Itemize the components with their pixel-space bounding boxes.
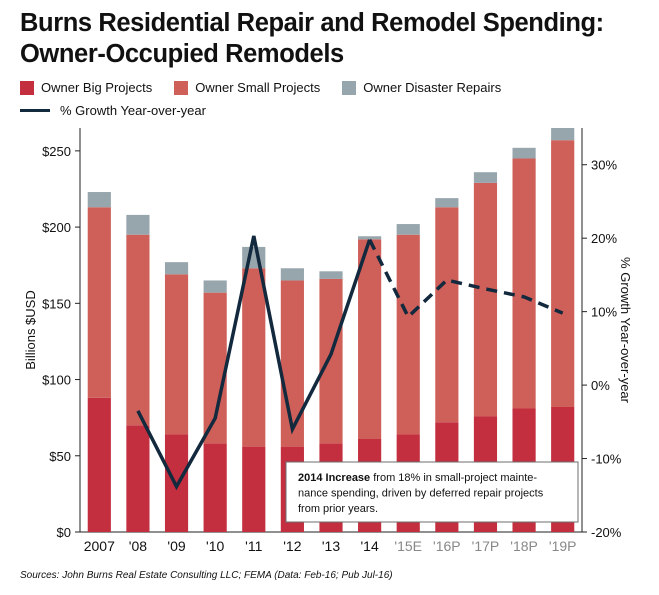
legend-swatch-growth — [20, 109, 50, 112]
bar-segment-disaster — [319, 271, 343, 279]
bar-segment-disaster — [87, 192, 111, 208]
bar-segment-disaster — [242, 246, 266, 269]
legend-swatch-disaster — [342, 80, 357, 95]
y-right-tick-label: -10% — [591, 452, 622, 467]
x-tick-label: '08 — [129, 538, 147, 554]
growth-line-actual — [136, 235, 372, 491]
title-line-1: Burns Residential Repair and Remodel Spe… — [20, 9, 604, 37]
bar-segment-big — [242, 446, 266, 532]
y-tick-label: $200 — [42, 220, 71, 235]
bar-segment-small — [319, 278, 343, 444]
bar-segment-disaster — [473, 172, 498, 183]
legend-label-small: Owner Small Projects — [195, 80, 321, 95]
y-right-tick-label: 10% — [591, 305, 617, 320]
annotation-line: 2014 Increase from 18% in small-project … — [298, 472, 537, 484]
legend-label-disaster: Owner Disaster Repairs — [363, 80, 502, 95]
y-tick-label: $50 — [49, 449, 71, 464]
legend-line-row: % Growth Year-over-year — [20, 103, 228, 118]
bar-segment-big — [203, 443, 227, 532]
bar-segment-disaster — [358, 236, 382, 240]
bar-segment-disaster — [126, 214, 150, 235]
bar-segment-small — [435, 207, 459, 423]
bar-segment-small — [87, 207, 111, 398]
bar-segment-big — [87, 397, 111, 532]
title-line-2: Owner-Occupied Remodels — [20, 40, 344, 68]
y-right-tick-label: 20% — [591, 231, 617, 246]
bar-segment-disaster — [280, 268, 304, 281]
bar-segment-big — [126, 425, 150, 532]
annotation-box — [285, 461, 579, 523]
y-right-tick-label: 30% — [591, 158, 617, 173]
legend-item-big: Owner Big Projects — [20, 80, 152, 95]
bar-segment-disaster — [512, 147, 536, 159]
annotation-line: nance spending, driven by deferred repai… — [298, 488, 544, 500]
bar-segment-small — [126, 234, 150, 426]
y-tick-label: $0 — [57, 525, 71, 540]
y-tick-label: $150 — [42, 296, 71, 311]
x-tick-label: '19P — [549, 538, 577, 554]
legend-label-growth: % Growth Year-over-year — [60, 103, 206, 118]
y-right-tick-label: -20% — [591, 525, 622, 540]
y-tick-label: $250 — [42, 144, 71, 159]
y-right-axis-title: % Growth Year-over-year — [618, 257, 633, 404]
bar-segment-disaster — [551, 128, 575, 141]
y-right-tick-label: 0% — [591, 378, 610, 393]
bar-segment-small — [551, 140, 575, 407]
y-axis-title: Billions $USD — [23, 290, 38, 369]
x-tick-label: '11 — [245, 538, 262, 554]
bar-segment-small — [358, 239, 382, 440]
bar-segment-disaster — [203, 280, 227, 293]
x-tick-label: '12 — [283, 538, 301, 554]
bar-segment-small — [396, 234, 420, 435]
x-tick-label: '10 — [206, 538, 224, 554]
bar-segment-small — [164, 274, 189, 435]
chart-title: Burns Residential Repair and Remodel Spe… — [20, 8, 604, 70]
annotation: 2014 Increase from 18% in small-project … — [285, 461, 579, 523]
y-tick-label: $100 — [42, 373, 71, 388]
legend-label-big: Owner Big Projects — [41, 80, 153, 95]
legend-item-disaster: Owner Disaster Repairs — [342, 80, 501, 95]
bar-segment-disaster — [164, 262, 189, 275]
bar-segment-disaster — [435, 198, 459, 208]
bar-segment-small — [512, 158, 536, 409]
x-tick-label: '16P — [433, 538, 461, 554]
legend-swatch-small — [174, 80, 189, 95]
bar-segment-small — [473, 182, 498, 417]
legend-item-small: Owner Small Projects — [174, 80, 320, 95]
legend-swatch-big — [20, 80, 34, 95]
x-tick-label: 2007 — [84, 538, 115, 554]
bar-segment-small — [242, 268, 266, 447]
x-tick-label: '14 — [360, 538, 378, 554]
legend: Owner Big Projects Owner Small Projects … — [20, 80, 523, 95]
legend-item-growth: % Growth Year-over-year — [20, 103, 206, 118]
x-tick-label: '17P — [472, 538, 500, 554]
bar-segment-small — [203, 292, 227, 444]
x-tick-label: '13 — [322, 538, 340, 554]
bar-segment-disaster — [396, 224, 420, 235]
growth-line-projected — [368, 238, 564, 320]
x-tick-label: '15E — [394, 538, 422, 554]
annotation-line: from prior years. — [298, 503, 378, 515]
source-note: Sources: John Burns Real Estate Consulti… — [20, 570, 393, 581]
x-tick-label: '18P — [510, 538, 538, 554]
x-tick-label: '09 — [167, 538, 185, 554]
